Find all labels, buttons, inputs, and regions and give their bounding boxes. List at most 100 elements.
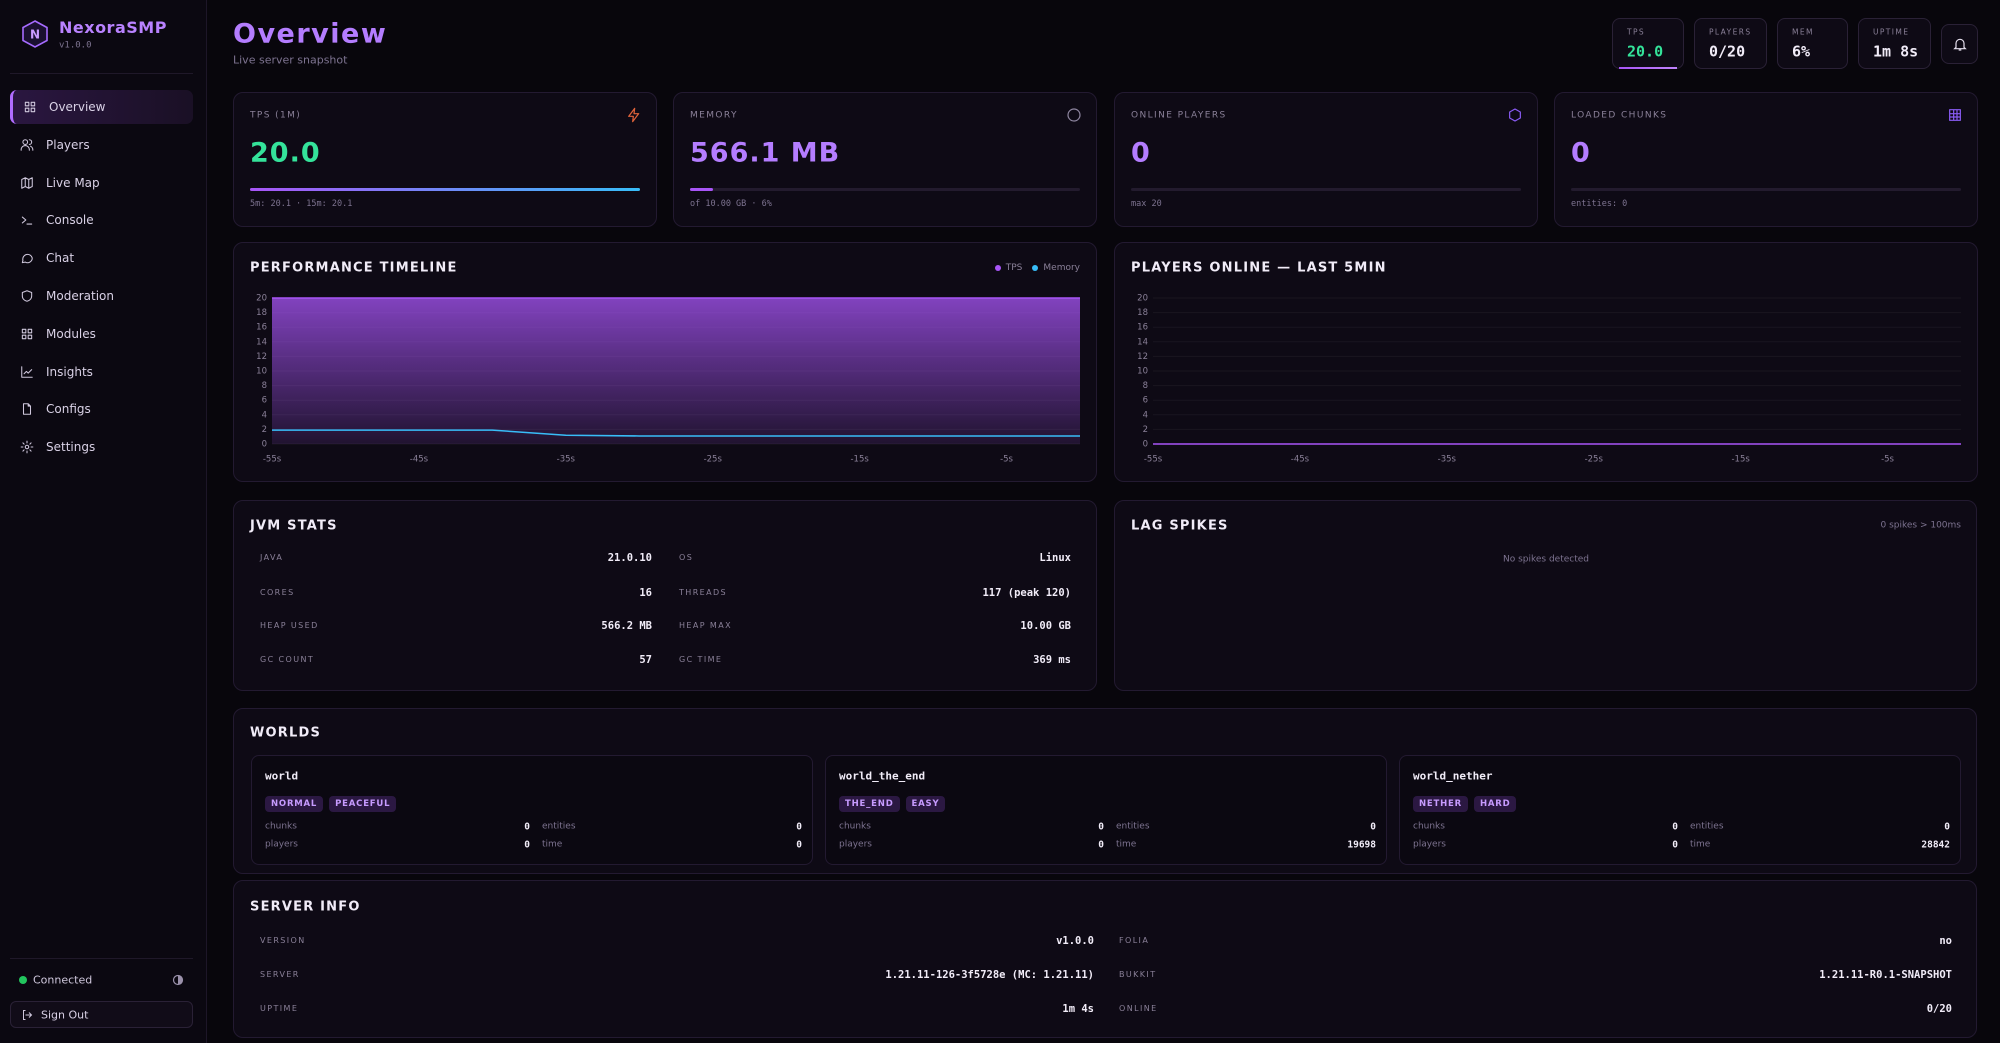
- y-tick-label: 2: [262, 425, 267, 435]
- chart-plot: 0 2 4 6 8 10 12 14 16 18 20 -55s -45s -35s -25s -15s -5s: [1137, 294, 1961, 465]
- card-progress-fill: [690, 188, 714, 191]
- nav-icon: [21, 216, 33, 225]
- x-tick-label: -55s: [1144, 455, 1163, 465]
- jvm-panel: JVM STATS JAVA 21.0.10 OS Linux CORES 16 THREAD…: [233, 500, 1097, 691]
- nav-icon: [21, 365, 33, 378]
- nav-item[interactable]: Overview: [10, 90, 193, 124]
- y-tick-label: 6: [1143, 396, 1148, 406]
- performance-panel: PERFORMANCE TIMELINE 0 2 4 6 8 10 12 14 16 18 20 -55…: [233, 242, 1097, 482]
- y-tick-label: 16: [256, 323, 267, 333]
- nav-icon-path: [21, 254, 33, 264]
- x-tick-label: -35s: [1438, 455, 1457, 465]
- stat-value: no: [1939, 934, 1952, 947]
- theme-toggle[interactable]: [172, 974, 184, 986]
- card-icon-path: [1067, 108, 1081, 122]
- page-title: Overview: [233, 18, 388, 50]
- nav-item[interactable]: Console: [10, 203, 193, 237]
- bell-icon: [1953, 38, 1967, 51]
- nav-label: Live Map: [46, 175, 100, 190]
- stat-pill: MEM 6%: [1777, 18, 1848, 69]
- nav-icon: [21, 290, 33, 302]
- pill-value: 1m 8s: [1873, 42, 1919, 61]
- world-tag: THE_END: [839, 796, 900, 812]
- stat-value: 1m 4s: [1062, 1002, 1094, 1015]
- lag-empty: No spikes detected: [1502, 554, 1590, 565]
- y-tick-label: 16: [1137, 323, 1148, 333]
- nav-item[interactable]: Moderation: [10, 279, 193, 313]
- nav-icon: [20, 139, 34, 151]
- world-stat-label: chunks: [265, 821, 297, 832]
- nav-item[interactable]: Configs: [10, 392, 193, 426]
- stat-label: GC TIME: [679, 655, 723, 664]
- world-stat-value: 0: [796, 839, 802, 851]
- stat-value: 10.00 GB: [1020, 619, 1071, 632]
- card-icon: [628, 107, 640, 123]
- x-tick-label: -25s: [1585, 455, 1604, 465]
- pill-label: UPTIME: [1873, 27, 1910, 37]
- world-stat-label: chunks: [839, 821, 871, 832]
- nav-label: Players: [46, 137, 90, 152]
- y-tick-label: 12: [256, 352, 267, 362]
- series-line: [272, 429, 1080, 437]
- card-progress-fill: [250, 188, 640, 191]
- world-stat-label: players: [1413, 839, 1446, 850]
- stat-value: Linux: [1039, 551, 1071, 564]
- card-value: 0: [1131, 137, 1151, 169]
- panel-title: LAG SPIKES: [1131, 518, 1229, 534]
- panel-title: SERVER INFO: [250, 899, 361, 915]
- card-icon-path: [1949, 109, 1961, 121]
- nav-label: Moderation: [46, 289, 114, 303]
- world-tags: NORMAL PEACEFUL: [265, 796, 402, 812]
- nav-icon-path: [21, 216, 33, 225]
- world-stat-value: 0: [1098, 821, 1104, 833]
- nav-icon: [21, 176, 33, 189]
- x-tick-label: -45s: [410, 455, 429, 465]
- nav-item[interactable]: Settings: [10, 430, 193, 464]
- brand-version: v1.0.0: [59, 40, 92, 51]
- card-label: MEMORY: [690, 110, 738, 121]
- stat-card: MEMORY 566.1 MB of 10.00 GB · 6%: [673, 92, 1097, 227]
- world-stat-label: players: [265, 839, 298, 850]
- world-card: world_the_end THE_END EASY chunks 0 entities 0…: [825, 755, 1387, 865]
- nav-icon: [24, 101, 36, 113]
- nav-icon: [20, 440, 34, 454]
- pill-label: PLAYERS: [1709, 27, 1752, 37]
- world-tags: THE_END EASY: [839, 796, 951, 812]
- stat-value: 1.21.11-R0.1-SNAPSHOT: [1819, 968, 1952, 981]
- x-tick-label: -35s: [557, 455, 576, 465]
- x-tick-label: -5s: [1000, 455, 1013, 465]
- divider: [10, 958, 193, 959]
- nav-item[interactable]: Insights: [10, 355, 193, 389]
- nav-item[interactable]: Live Map: [10, 166, 193, 200]
- brand-name: NexoraSMP: [59, 18, 167, 37]
- stat-card: TPS (1M) 20.0 5m: 20.1 · 15m: 20.1: [233, 92, 657, 227]
- stat-label: THREADS: [679, 588, 728, 597]
- y-tick-label: 6: [262, 396, 267, 406]
- lag-panel: LAG SPIKES 0 spikes > 100ms No spikes dete…: [1114, 500, 1977, 691]
- world-stat-label: time: [1690, 839, 1711, 850]
- sign-out-button[interactable]: Sign Out: [10, 1001, 193, 1028]
- x-tick-label: -25s: [704, 455, 723, 465]
- nav-item[interactable]: Modules: [10, 317, 193, 351]
- y-tick-label: 20: [1137, 294, 1148, 304]
- card-progress-track: [690, 188, 1080, 191]
- card-icon-path: [1509, 108, 1521, 122]
- nav-label: Settings: [46, 440, 96, 455]
- y-tick-label: 2: [1143, 425, 1148, 435]
- status-label: Connected: [33, 973, 93, 987]
- notifications-button[interactable]: [1941, 24, 1978, 64]
- stat-label: JAVA: [260, 553, 284, 562]
- nav-item[interactable]: Chat: [10, 241, 193, 275]
- stat-label: HEAP USED: [260, 621, 319, 630]
- y-tick-label: 8: [1143, 381, 1148, 391]
- card-foot: of 10.00 GB · 6%: [690, 198, 772, 209]
- y-tick-label: 10: [256, 367, 267, 377]
- legend-swatch: [1032, 265, 1039, 271]
- world-tag: PEACEFUL: [329, 796, 397, 812]
- page-subtitle: Live server snapshot: [233, 53, 348, 67]
- nav-item[interactable]: Players: [10, 128, 193, 162]
- stat-label: BUKKIT: [1119, 970, 1157, 979]
- nav-label: Insights: [46, 364, 93, 379]
- stat-label: VERSION: [260, 936, 306, 945]
- y-tick-label: 10: [1137, 367, 1148, 377]
